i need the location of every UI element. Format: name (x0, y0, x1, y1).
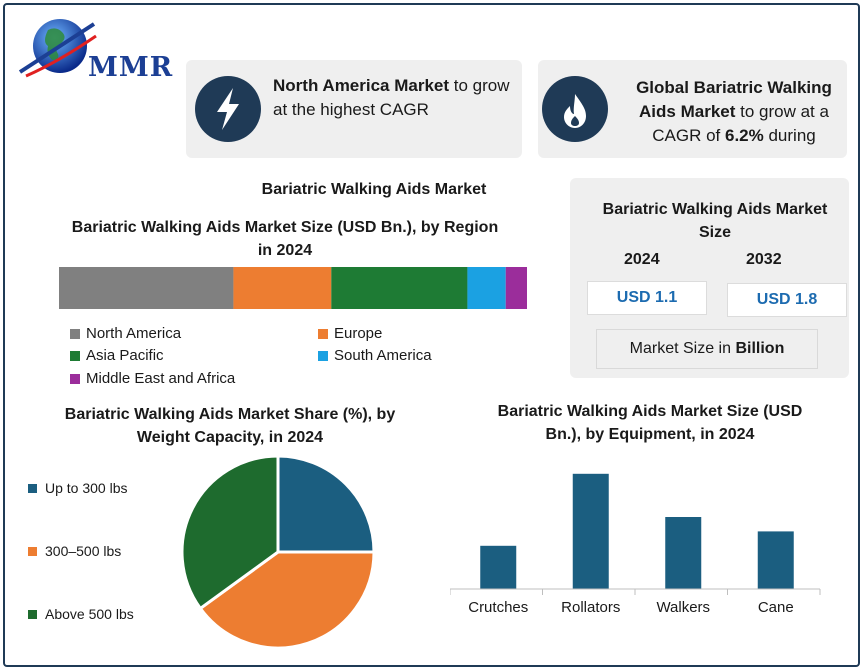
region-segment-0 (59, 267, 234, 309)
globe-icon (18, 19, 97, 78)
north-america-card: North America Market to grow at the high… (186, 60, 522, 158)
legend-swatch (70, 373, 80, 384)
equipment-bar-1 (572, 473, 609, 589)
legend-europe: Europe (318, 325, 382, 342)
region-segment-3 (467, 267, 506, 309)
equipment-bar-2 (665, 517, 702, 589)
weight-chart-title: Bariatric Walking Aids Market Share (%),… (64, 406, 396, 446)
market-size-panel: Bariatric Walking Aids Market Size 2024 … (570, 178, 849, 378)
equipment-bar-0 (480, 545, 517, 589)
global-cagr-text: Global Bariatric Walking Aids Market to … (636, 78, 832, 145)
legend-swatch (70, 350, 80, 361)
legend-above-500: Above 500 lbs (28, 606, 134, 622)
pie-slice-2 (180, 455, 280, 611)
year-2032: 2032 (746, 251, 782, 268)
legend-swatch (70, 328, 80, 339)
pie-slice-0 (276, 455, 376, 554)
legend-swatch (28, 483, 37, 493)
flame-icon (542, 76, 608, 142)
equipment-tick-label: Rollators (561, 599, 620, 616)
north-america-text: North America Market to grow at the high… (273, 76, 510, 119)
legend-swatch (28, 609, 37, 619)
region-chart-title: Bariatric Walking Aids Market Size (USD … (71, 219, 499, 259)
infographic-frame (3, 3, 860, 667)
legend-300-500: 300–500 lbs (28, 543, 121, 559)
legend-south-america: South America (318, 347, 432, 364)
unit-label: Market Size in Billion (596, 329, 818, 369)
value-2032: USD 1.8 (727, 283, 847, 317)
region-segment-2 (331, 267, 468, 309)
legend-asia-pacific: Asia Pacific (70, 347, 164, 364)
region-segment-1 (233, 267, 332, 309)
legend-swatch (318, 350, 328, 361)
global-cagr-card: Global Bariatric Walking Aids Market to … (538, 60, 847, 158)
main-title: Bariatric Walking Aids Market (261, 181, 487, 198)
equipment-tick-label: Cane (758, 599, 794, 616)
mmr-logo: MMR (18, 14, 178, 86)
equipment-tick-label: Walkers (656, 599, 710, 616)
legend-swatch (318, 328, 328, 339)
equipment-tick-label: Crutches (468, 599, 528, 616)
region-segment-4 (505, 267, 527, 309)
equipment-chart-title: Bariatric Walking Aids Market Size (USD … (497, 403, 803, 443)
legend-north-america: North America (70, 325, 181, 342)
lightning-icon (195, 76, 261, 142)
legend-up-to-300: Up to 300 lbs (28, 480, 128, 496)
legend-middle-east-africa: Middle East and Africa (70, 370, 235, 387)
year-2024: 2024 (624, 251, 660, 268)
pie-slice-1 (198, 550, 376, 650)
market-size-title: Bariatric Walking Aids Market Size (602, 201, 828, 241)
logo-text: MMR (88, 52, 174, 83)
legend-swatch (28, 546, 37, 556)
region-stacked-bar (59, 267, 527, 309)
equipment-bar-chart: Crutches Rollators Walkers Cane (450, 473, 821, 616)
weight-pie-chart (180, 455, 376, 650)
equipment-bar-3 (757, 531, 794, 589)
value-2024: USD 1.1 (587, 281, 707, 315)
